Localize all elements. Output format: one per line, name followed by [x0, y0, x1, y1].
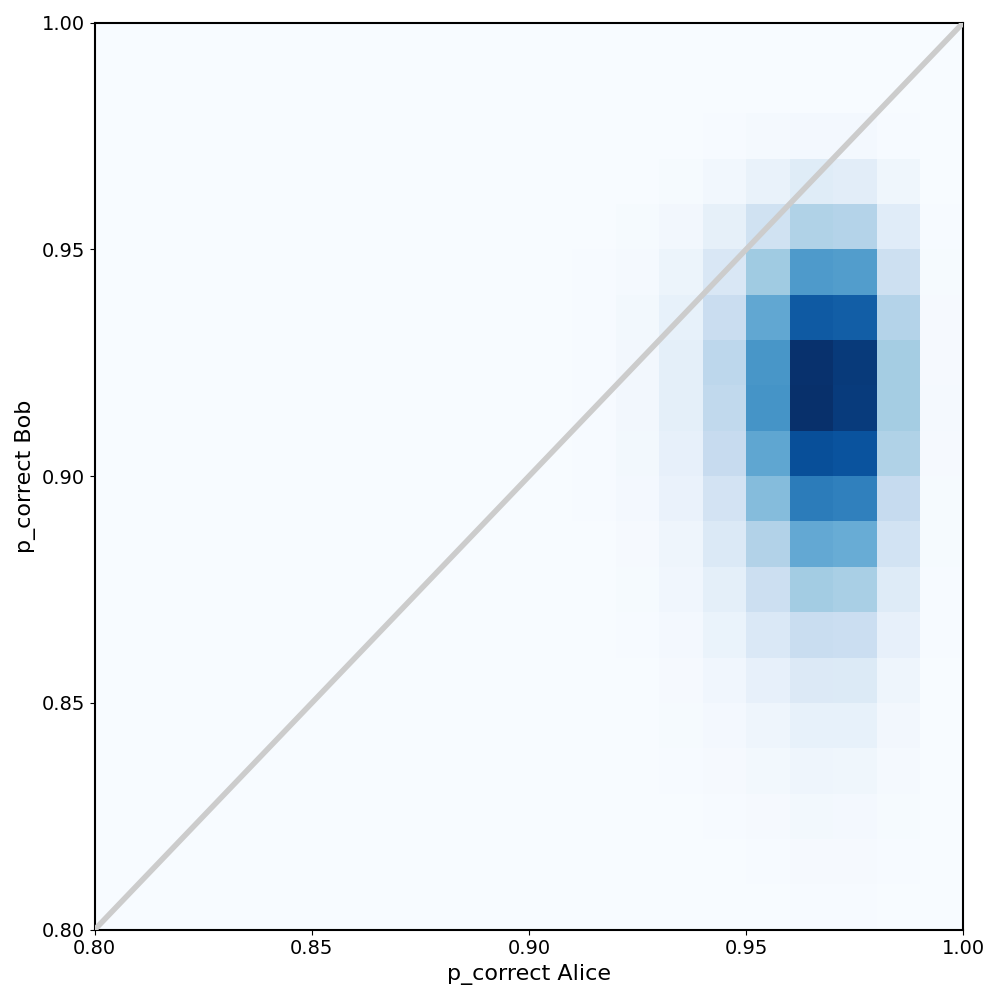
Y-axis label: p_correct Bob: p_correct Bob — [15, 399, 36, 553]
X-axis label: p_correct Alice: p_correct Alice — [447, 964, 611, 985]
